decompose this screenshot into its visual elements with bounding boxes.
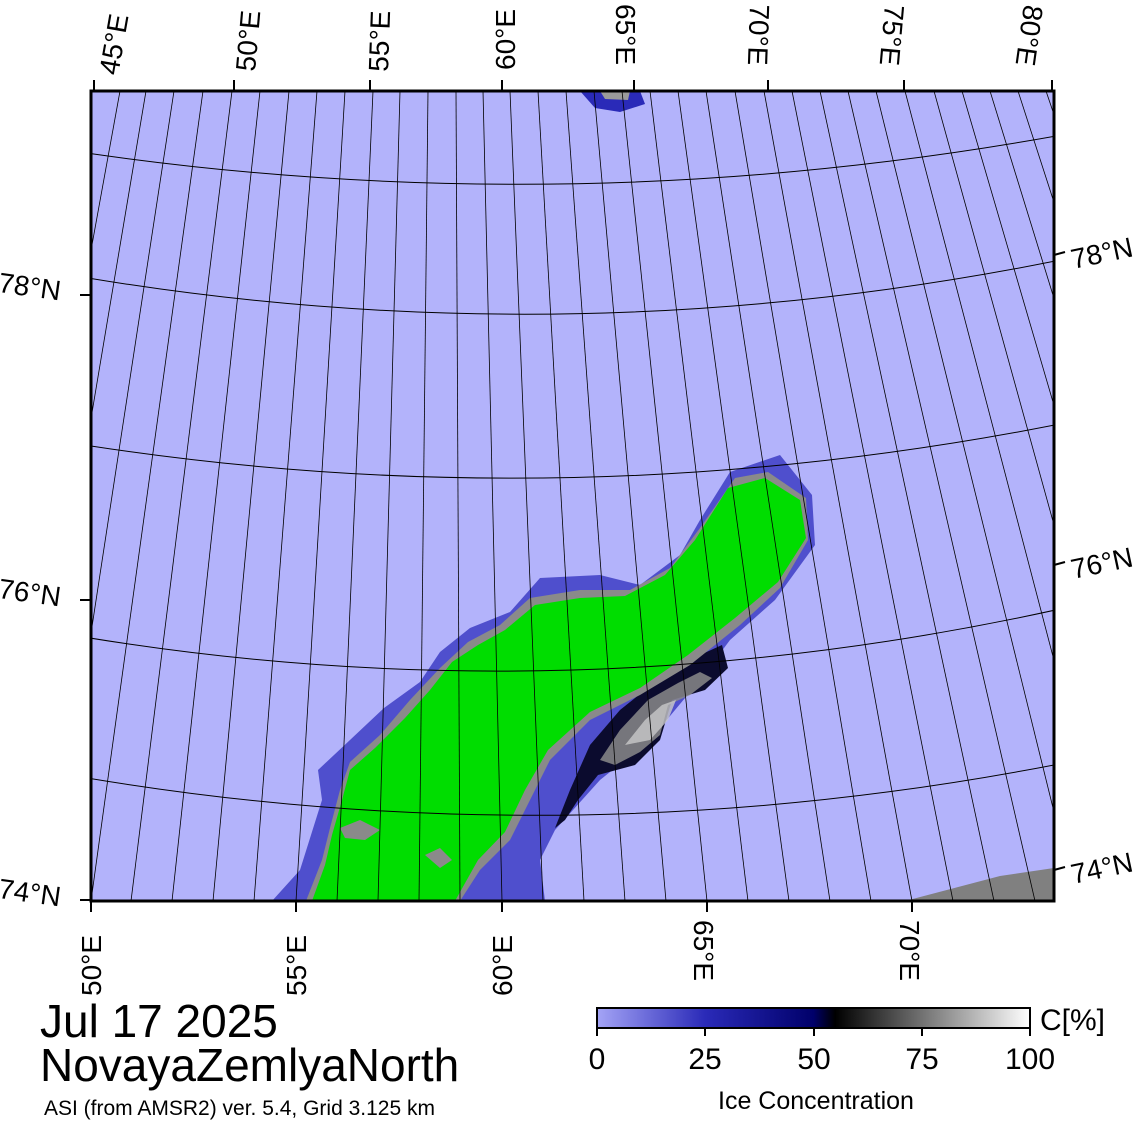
colorbar-ticks (596, 1028, 1031, 1036)
left-lat-labels: 78°N 76°N 74°N (0, 267, 63, 912)
colorbar (596, 1007, 1031, 1029)
novaya-zemlya-land (312, 478, 806, 901)
colorbar-tick-label: 25 (688, 1043, 722, 1076)
colorbar-tick-label: 100 (1004, 1043, 1056, 1076)
lon-label-bottom: 70°E (894, 920, 925, 981)
parallels (91, 135, 1054, 816)
lat-label-left: 78°N (0, 267, 63, 306)
lat-label-left: 74°N (0, 873, 63, 912)
lat-label-left: 76°N (0, 573, 63, 612)
lon-label-top: 70°E (742, 4, 775, 66)
tick-marks (80, 80, 1066, 912)
lon-label-top: 50°E (230, 9, 266, 73)
right-lat-labels: 78°N 76°N 74°N (1068, 232, 1136, 890)
colorbar-tick-label: 75 (905, 1043, 939, 1076)
lon-label-bottom: 65°E (688, 920, 719, 981)
region-label: NovayaZemlyaNorth (40, 1039, 460, 1091)
colorbar-unit: C[%] (1040, 1004, 1106, 1037)
lon-label-top: 65°E (610, 4, 641, 65)
lon-label-bottom: 60°E (487, 935, 518, 996)
lat-label-right: 76°N (1068, 542, 1136, 585)
lon-label-top: 60°E (490, 9, 521, 70)
map-frame (89, 89, 1056, 903)
lat-label-right: 74°N (1068, 847, 1136, 890)
colorbar-title: Ice Concentration (718, 1087, 914, 1115)
lat-label-right: 78°N (1068, 232, 1136, 275)
colorbar-tick-label: 50 (797, 1043, 831, 1076)
lon-label-top: 80°E (1010, 3, 1049, 68)
lon-label-bottom: 55°E (281, 935, 312, 996)
colorbar-tick-label: 0 (588, 1043, 606, 1076)
lon-label-top: 55°E (363, 10, 396, 72)
lon-label-top: 75°E (874, 3, 910, 67)
lon-label-bottom: 50°E (76, 935, 107, 996)
bottom-lon-labels: 50°E 55°E 60°E 65°E 70°E (76, 920, 925, 996)
product-info: ASI (from AMSR2) ver. 5.4, Grid 3.125 km (44, 1097, 435, 1120)
inlet (340, 820, 380, 840)
inlet (425, 848, 452, 868)
land-mask (905, 868, 1054, 901)
top-lon-labels: 45°E 50°E 55°E 60°E 65°E 70°E 75°E 80°E (93, 3, 1048, 77)
meridians (91, 91, 1054, 901)
date-label: Jul 17 2025 (40, 995, 278, 1047)
lon-label-top: 45°E (93, 12, 134, 77)
